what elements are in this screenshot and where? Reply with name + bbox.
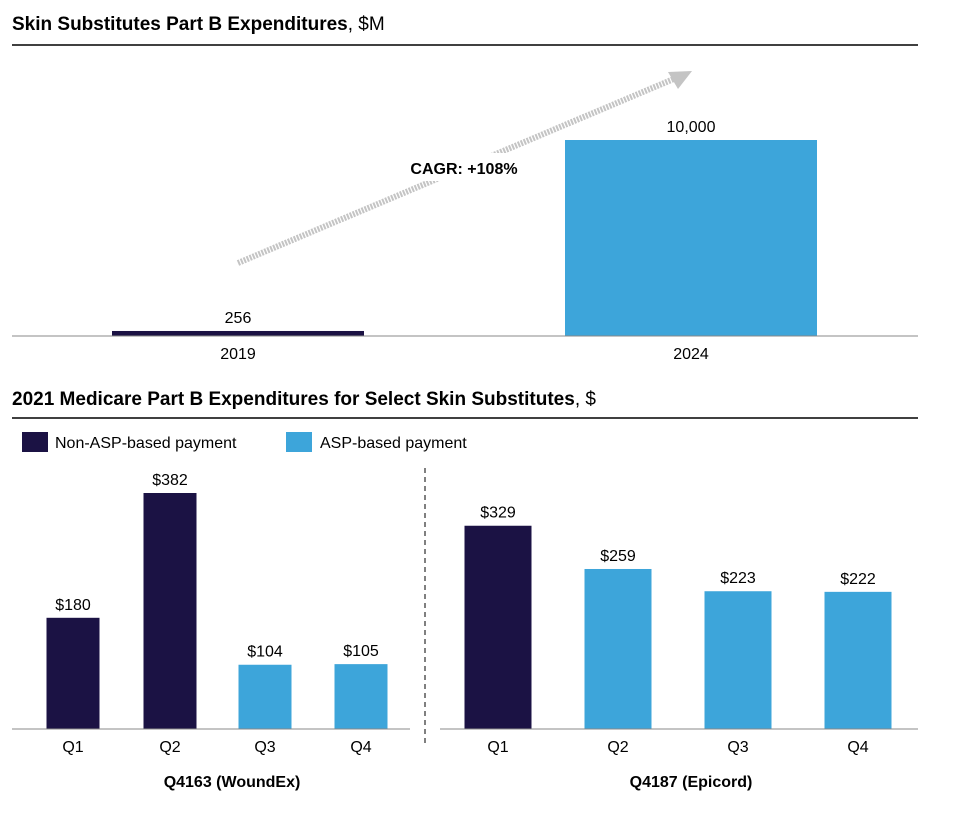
woundex-tick-label-q3: Q3	[254, 739, 275, 756]
legend-label-non-asp: Non-ASP-based payment	[55, 435, 237, 452]
bottom-bar-series: $180 Q1 $382 Q2 $104 Q3 $105 Q4 $329 Q1 $259 Q2 $223…	[46, 472, 892, 756]
epicord-data-label-q4: $222	[840, 571, 876, 588]
bar-2024	[565, 140, 817, 336]
woundex-data-label-q2: $382	[152, 472, 188, 489]
epicord-bar-q1	[464, 525, 532, 729]
epicord-group-title: Q4187 (Epicord)	[630, 774, 753, 791]
epicord-tick-label-q4: Q4	[847, 739, 868, 756]
cagr-label-background	[376, 153, 536, 181]
epicord-tick-label-q2: Q2	[607, 739, 628, 756]
top-bar-series: 256 2019 10,000 2024	[112, 119, 817, 363]
epicord-bar-q4	[824, 591, 892, 729]
tick-label-2019: 2019	[220, 346, 256, 363]
legend-swatch-asp	[286, 432, 312, 452]
cagr-label: CAGR: +108%	[410, 161, 517, 178]
data-label-2024: 10,000	[667, 119, 716, 136]
epicord-tick-label-q1: Q1	[487, 739, 508, 756]
legend-label-asp: ASP-based payment	[320, 435, 467, 452]
woundex-bar-q1	[46, 617, 100, 729]
woundex-bar-q2	[143, 493, 197, 729]
data-label-2019: 256	[225, 310, 252, 327]
woundex-data-label-q1: $180	[55, 597, 91, 614]
woundex-tick-label-q2: Q2	[159, 739, 180, 756]
bottom-chart-title: 2021 Medicare Part B Expenditures for Se…	[12, 389, 596, 410]
top-chart-title: Skin Substitutes Part B Expenditures, $M	[12, 14, 385, 35]
legend-swatch-non-asp	[22, 432, 48, 452]
epicord-data-label-q2: $259	[600, 548, 636, 565]
legend: Non-ASP-based payment ASP-based payment	[22, 432, 467, 452]
epicord-tick-label-q3: Q3	[727, 739, 748, 756]
bar-2019	[112, 330, 364, 336]
woundex-data-label-q4: $105	[343, 643, 379, 660]
epicord-bar-q3	[704, 591, 772, 729]
epicord-data-label-q1: $329	[480, 505, 516, 522]
woundex-data-label-q3: $104	[247, 644, 283, 661]
woundex-bar-q3	[238, 664, 292, 729]
woundex-tick-label-q1: Q1	[62, 739, 83, 756]
tick-label-2024: 2024	[673, 346, 709, 363]
woundex-tick-label-q4: Q4	[350, 739, 371, 756]
epicord-bar-q2	[584, 568, 652, 729]
woundex-bar-q4	[334, 664, 388, 729]
epicord-data-label-q3: $223	[720, 570, 756, 587]
woundex-group-title: Q4163 (WoundEx)	[164, 774, 301, 791]
